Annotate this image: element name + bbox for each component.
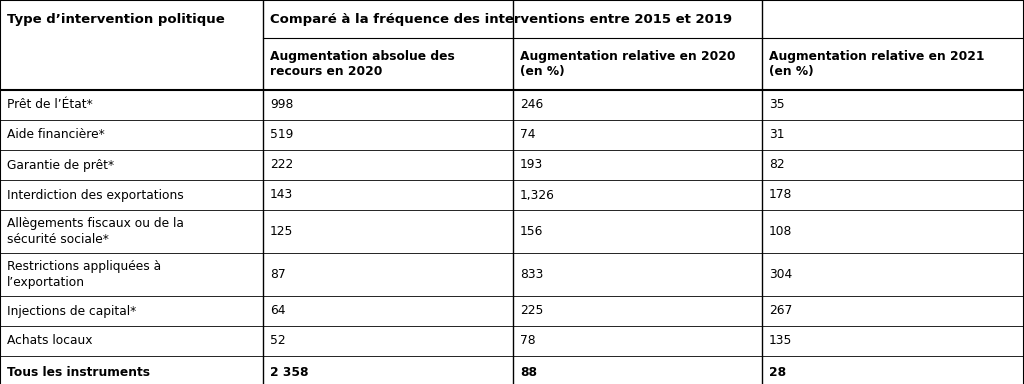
Text: 225: 225 (520, 305, 544, 318)
Text: 304: 304 (769, 268, 793, 281)
Text: Prêt de l’État*: Prêt de l’État* (7, 99, 93, 111)
Text: 82: 82 (769, 159, 784, 172)
Text: Augmentation relative en 2020
(en %): Augmentation relative en 2020 (en %) (520, 50, 735, 78)
Text: 246: 246 (520, 99, 544, 111)
Text: Comparé à la fréquence des interventions entre 2015 et 2019: Comparé à la fréquence des interventions… (270, 13, 732, 25)
Text: Achats locaux: Achats locaux (7, 334, 92, 348)
Text: 88: 88 (520, 366, 537, 379)
Text: Allègements fiscaux ou de la
sécurité sociale*: Allègements fiscaux ou de la sécurité so… (7, 217, 184, 246)
Text: 125: 125 (270, 225, 293, 238)
Text: 108: 108 (769, 225, 793, 238)
Text: 519: 519 (270, 129, 293, 141)
Text: 178: 178 (769, 189, 793, 202)
Text: Aide financière*: Aide financière* (7, 129, 104, 141)
Text: 28: 28 (769, 366, 786, 379)
Text: 31: 31 (769, 129, 784, 141)
Text: 267: 267 (769, 305, 793, 318)
Text: Augmentation relative en 2021
(en %): Augmentation relative en 2021 (en %) (769, 50, 984, 78)
Text: 193: 193 (520, 159, 544, 172)
Text: 52: 52 (270, 334, 286, 348)
Text: Restrictions appliquées à
l’exportation: Restrictions appliquées à l’exportation (7, 260, 161, 289)
Text: Interdiction des exportations: Interdiction des exportations (7, 189, 183, 202)
Text: 156: 156 (520, 225, 544, 238)
Text: 143: 143 (270, 189, 293, 202)
Text: 87: 87 (270, 268, 286, 281)
Text: Injections de capital*: Injections de capital* (7, 305, 136, 318)
Text: 78: 78 (520, 334, 536, 348)
Text: 222: 222 (270, 159, 293, 172)
Text: 74: 74 (520, 129, 536, 141)
Text: 2 358: 2 358 (270, 366, 308, 379)
Text: 35: 35 (769, 99, 784, 111)
Text: 833: 833 (520, 268, 544, 281)
Text: Tous les instruments: Tous les instruments (7, 366, 150, 379)
Text: 135: 135 (769, 334, 793, 348)
Text: 64: 64 (270, 305, 286, 318)
Text: Type d’intervention politique: Type d’intervention politique (7, 13, 224, 25)
Text: Augmentation absolue des
recours en 2020: Augmentation absolue des recours en 2020 (270, 50, 455, 78)
Text: 998: 998 (270, 99, 293, 111)
Text: 1,326: 1,326 (520, 189, 555, 202)
Text: Garantie de prêt*: Garantie de prêt* (7, 159, 114, 172)
